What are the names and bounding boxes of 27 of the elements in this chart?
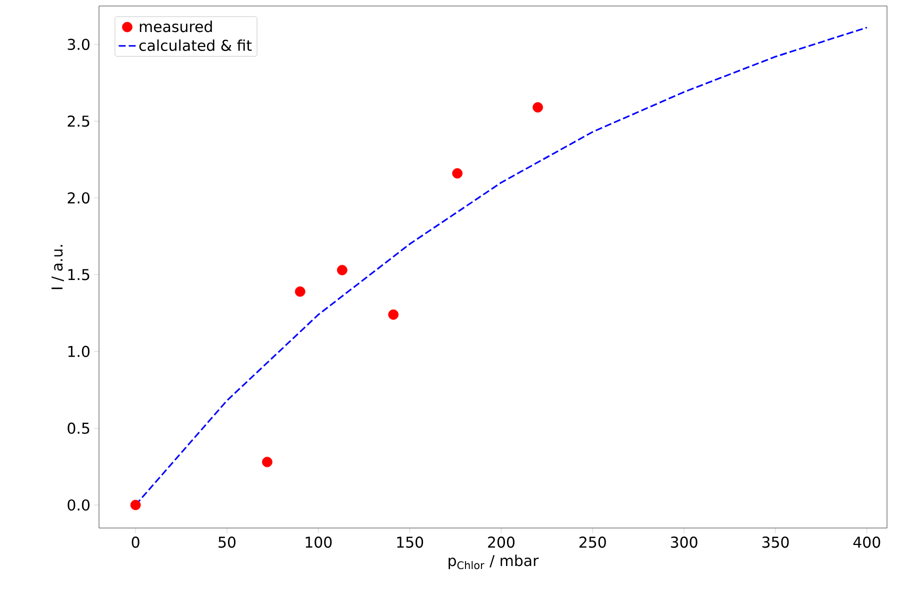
y-tick-label: 1.0 [68, 346, 90, 358]
point [388, 309, 399, 320]
y-tick-label: 0.5 [68, 422, 90, 434]
point [294, 286, 306, 297]
x-tick-label: 100 [306, 536, 332, 548]
x-tick-label: 400 [853, 536, 880, 548]
x-tick-label: 300 [670, 536, 698, 548]
point [130, 500, 141, 510]
y-tick-label: 2.5 [68, 115, 90, 127]
x-tick-label: 350 [762, 536, 789, 548]
y-tick-label: 1.5 [68, 269, 90, 280]
legend-label: measured [140, 20, 212, 32]
y-tick-label: 0.0 [68, 499, 90, 511]
x-tick-label: 0 [132, 536, 140, 548]
x-tick-label: 150 [397, 536, 424, 548]
x-tick-label: 50 [218, 536, 236, 548]
x-axis-title: p$_{Chlor}$ / mbar [448, 554, 539, 570]
y-axis-title: I / a.u. [52, 245, 64, 290]
legend-label: calculated & fit [139, 39, 252, 52]
point [452, 168, 463, 179]
point [262, 456, 272, 468]
x-tick-label: 200 [488, 536, 514, 548]
x-tick-label: 250 [579, 536, 606, 548]
y-tick-label: 3.0 [68, 38, 90, 50]
point [532, 102, 543, 113]
point [336, 264, 348, 276]
y-tick-label: 2.0 [68, 192, 90, 204]
